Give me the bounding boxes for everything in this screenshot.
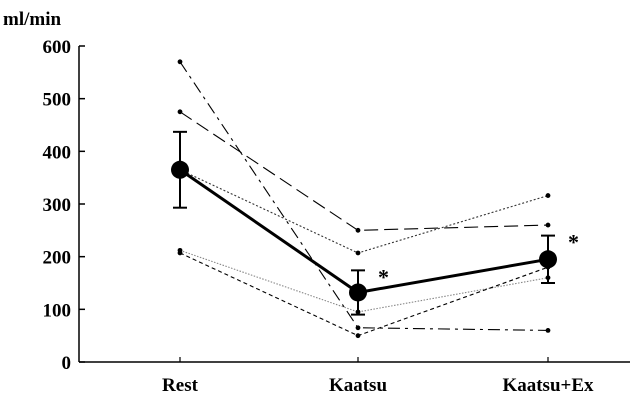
- mean-line: [179, 168, 549, 295]
- subject-point: [545, 193, 551, 198]
- subject-point: [355, 250, 361, 256]
- y-tick-label: 500: [43, 90, 72, 111]
- subject-point: [177, 59, 183, 65]
- x-tick-label: Kaatsu: [329, 375, 388, 395]
- significance-asterisk: *: [568, 230, 579, 255]
- y-tick-label: 200: [43, 248, 72, 269]
- y-tick-label: 600: [43, 37, 72, 58]
- x-ticks: Rest Kaatsu Kaatsu+Ex: [162, 357, 594, 395]
- x-tick-label: Rest: [162, 375, 199, 395]
- x-tick-label: Kaatsu+Ex: [502, 375, 594, 395]
- subject-point: [545, 328, 551, 333]
- y-tick-label: 0: [62, 353, 72, 374]
- significance-markers: **: [378, 230, 579, 290]
- subject-point: [355, 333, 361, 339]
- subject-line-1: [179, 61, 549, 331]
- mean-point: [171, 160, 189, 179]
- mean-point: [349, 283, 367, 302]
- subject-point: [355, 325, 361, 331]
- mean-point: [539, 250, 557, 269]
- y-tick-label: 300: [43, 195, 72, 216]
- significance-asterisk: *: [378, 264, 389, 289]
- subject-point: [355, 227, 361, 233]
- y-tick-label: 100: [43, 300, 72, 321]
- individual-lines: [177, 59, 551, 339]
- y-ticks: 0 100 200 300 400 500 600: [43, 37, 85, 374]
- subject-point: [177, 250, 183, 256]
- y-unit-label: ml/min: [3, 9, 61, 30]
- subject-line-4: [179, 249, 549, 313]
- subject-point: [177, 109, 183, 115]
- mean-series: [171, 130, 557, 316]
- subject-line-3: [179, 169, 549, 254]
- y-tick-label: 400: [43, 142, 72, 163]
- subject-point: [545, 222, 551, 228]
